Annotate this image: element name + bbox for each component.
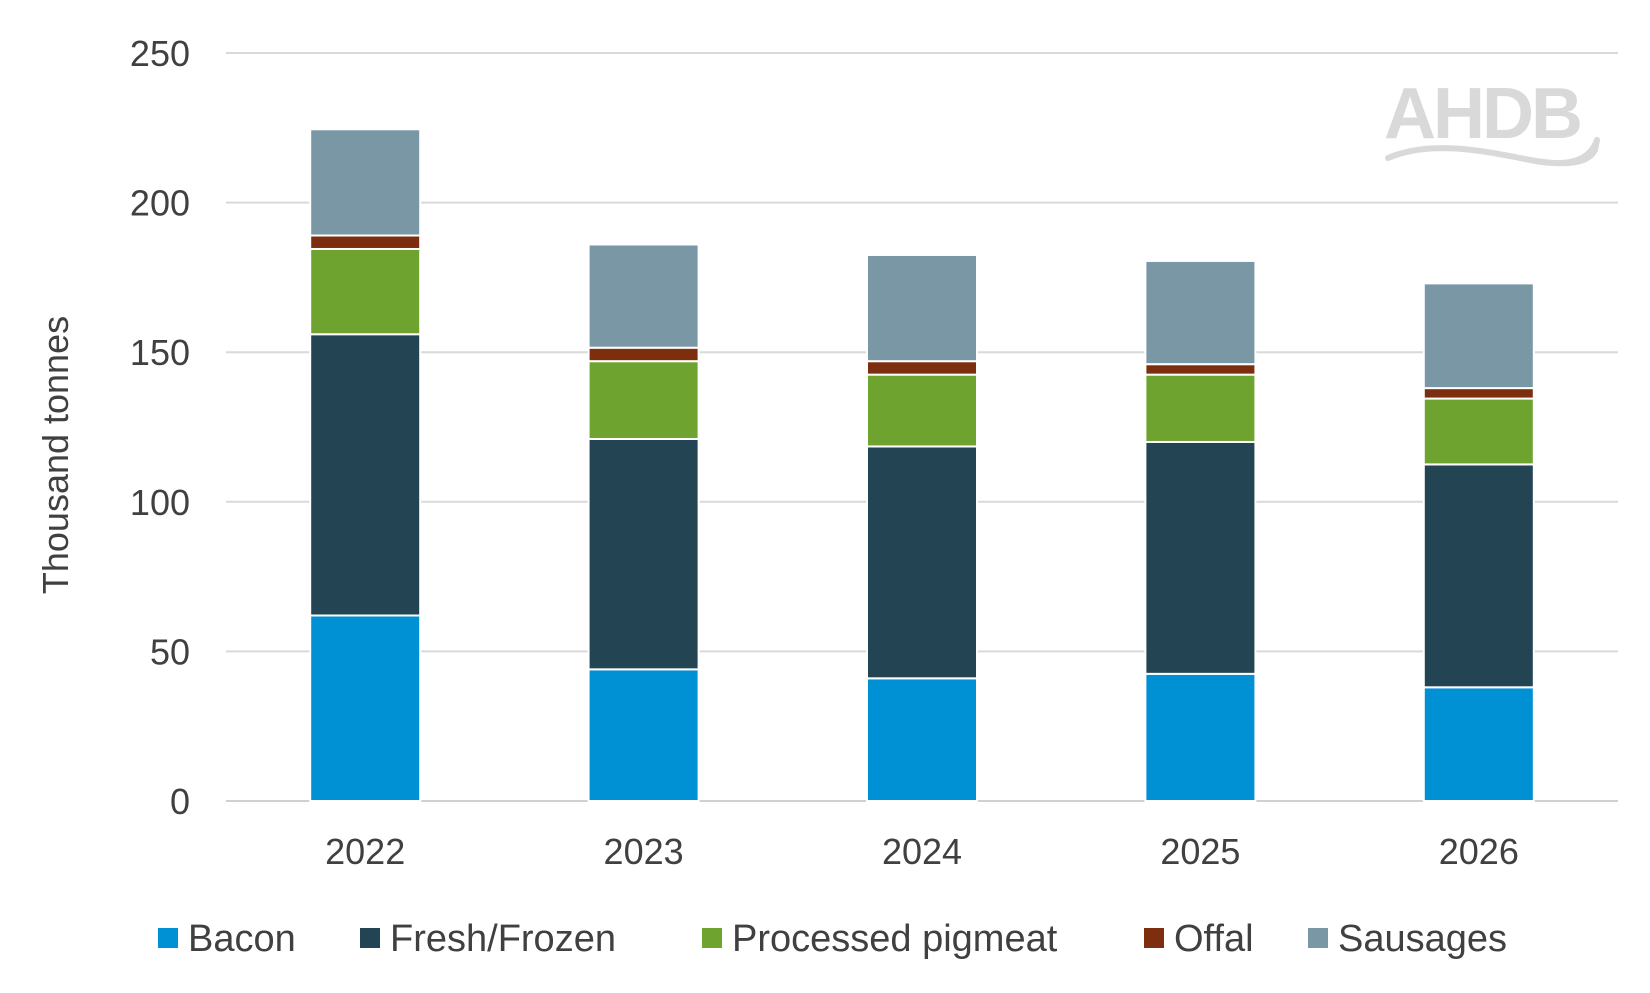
x-tick-label: 2026 bbox=[1439, 831, 1519, 872]
bar-segment bbox=[587, 437, 700, 671]
bar-segment bbox=[587, 360, 700, 440]
bar-segment bbox=[1422, 397, 1535, 466]
bar-segment bbox=[1422, 387, 1535, 400]
bar-segment bbox=[309, 614, 422, 802]
bar-segment bbox=[309, 333, 422, 617]
y-axis-title: Thousand tonnes bbox=[35, 316, 76, 594]
bar-segment bbox=[1144, 363, 1257, 376]
legend-swatch bbox=[702, 928, 722, 948]
bar-segment bbox=[1422, 463, 1535, 689]
bar-segment bbox=[866, 373, 978, 448]
x-tick-label: 2022 bbox=[325, 831, 405, 872]
logo-swoosh bbox=[1385, 137, 1600, 167]
bar-segment bbox=[866, 677, 978, 802]
y-tick-label: 200 bbox=[130, 183, 190, 224]
bar-segment bbox=[866, 360, 978, 376]
x-tick-label: 2023 bbox=[604, 831, 684, 872]
x-tick-label: 2025 bbox=[1160, 831, 1240, 872]
logo-text: AHDB bbox=[1384, 74, 1580, 154]
legend-swatch bbox=[360, 928, 380, 948]
bar-segment bbox=[587, 243, 700, 349]
bar-segment bbox=[866, 253, 978, 363]
y-tick-label: 0 bbox=[170, 781, 190, 822]
bar-segment bbox=[309, 234, 422, 250]
bar-segment bbox=[1144, 440, 1257, 675]
bar-segment bbox=[1144, 672, 1257, 803]
legend: Bacon Fresh/Frozen Processed pigmeat Offal S… bbox=[158, 918, 1507, 960]
ahdb-logo: AHDB bbox=[1384, 74, 1600, 167]
bar-segment bbox=[309, 247, 422, 336]
bar-segment bbox=[1144, 259, 1257, 366]
legend-label: Processed pigmeat bbox=[732, 918, 1058, 960]
legend-label: Sausages bbox=[1338, 918, 1507, 960]
bar-segment bbox=[587, 346, 700, 363]
y-tick-label: 50 bbox=[150, 631, 190, 672]
bar-segment bbox=[1422, 686, 1535, 803]
bars bbox=[309, 128, 1535, 803]
bar-segment bbox=[309, 128, 422, 237]
bar-segment bbox=[1144, 373, 1257, 443]
legend-swatch bbox=[1144, 928, 1164, 948]
bar-segment bbox=[587, 668, 700, 802]
x-axis-tick-labels: 2022 2023 2024 2025 2026 bbox=[325, 831, 1519, 872]
y-tick-label: 100 bbox=[130, 482, 190, 523]
legend-label: Fresh/Frozen bbox=[390, 918, 616, 960]
y-tick-label: 250 bbox=[130, 33, 190, 74]
x-tick-label: 2024 bbox=[882, 831, 962, 872]
legend-label: Offal bbox=[1174, 918, 1254, 960]
bar-segment bbox=[1422, 282, 1535, 390]
bar-segment bbox=[866, 445, 978, 680]
y-axis-tick-labels: 0 50 100 150 200 250 bbox=[130, 33, 190, 822]
legend-label: Bacon bbox=[188, 918, 296, 960]
y-tick-label: 150 bbox=[130, 332, 190, 373]
legend-swatch bbox=[158, 928, 178, 948]
legend-swatch bbox=[1308, 928, 1328, 948]
